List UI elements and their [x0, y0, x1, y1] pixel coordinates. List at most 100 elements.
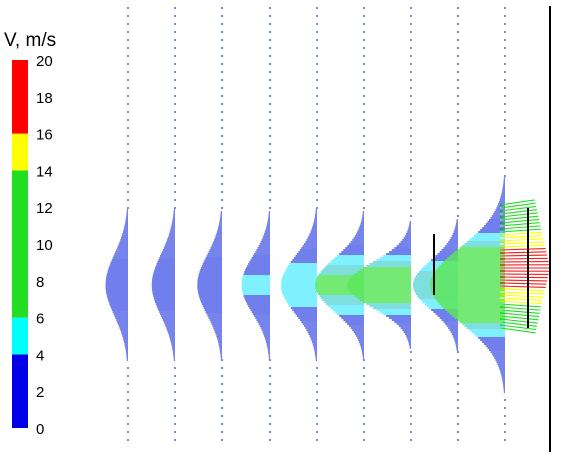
vector-dot	[127, 383, 129, 385]
vector-dot	[457, 359, 459, 361]
vector-arrow	[499, 321, 537, 327]
vector-arrow	[499, 303, 542, 308]
vector-dot	[127, 127, 129, 129]
vector-dot	[363, 391, 365, 393]
vector-dot	[410, 63, 412, 65]
vector-dot	[127, 55, 129, 57]
vector-dot	[221, 431, 223, 433]
vector-dot	[269, 415, 271, 417]
vector-dot	[174, 103, 176, 105]
vector-dot	[127, 199, 129, 201]
vector-dot	[504, 63, 506, 65]
vector-dot	[316, 367, 318, 369]
vector-dot	[363, 199, 365, 201]
vector-dot	[269, 79, 271, 81]
vector-dot	[504, 127, 506, 129]
vector-dot	[316, 383, 318, 385]
vector-dot	[457, 183, 459, 185]
vector-dot	[221, 127, 223, 129]
vector-dot	[363, 375, 365, 377]
vector-dot	[127, 111, 129, 113]
vector-dot	[504, 55, 506, 57]
vector-dot	[457, 7, 459, 9]
vector-dot	[457, 391, 459, 393]
vector-arrow	[499, 294, 544, 298]
vector-arrow	[499, 291, 545, 295]
vector-dot	[457, 351, 459, 353]
vector-arrow	[499, 202, 536, 209]
vector-dot	[269, 431, 271, 433]
vector-dot	[174, 431, 176, 433]
vector-dot	[174, 439, 176, 441]
vector-dot	[410, 367, 412, 369]
vector-dot	[457, 383, 459, 385]
vector-arrow	[499, 315, 539, 321]
vector-dot	[457, 423, 459, 425]
vector-dot	[269, 7, 271, 9]
vector-arrow	[499, 279, 548, 282]
vector-dot	[457, 119, 459, 121]
vector-dot	[504, 167, 506, 169]
vector-dot	[410, 55, 412, 57]
vector-dot	[269, 359, 271, 361]
vector-dot	[363, 191, 365, 193]
vector-dot	[174, 399, 176, 401]
vector-dot	[457, 127, 459, 129]
vector-arrow	[499, 306, 541, 311]
vector-dot	[410, 119, 412, 121]
vector-dot	[127, 23, 129, 25]
vector-arrow	[499, 212, 538, 218]
vector-dot	[127, 143, 129, 145]
profile-3	[197, 7, 223, 441]
vector-dot	[457, 439, 459, 441]
vector-dot	[316, 135, 318, 137]
vector-dot	[316, 167, 318, 169]
vector-dot	[363, 383, 365, 385]
colorbar-title: V, m/s	[4, 30, 56, 51]
vector-dot	[457, 167, 459, 169]
vector-dot	[410, 359, 412, 361]
vector-dot	[127, 191, 129, 193]
vector-dot	[316, 391, 318, 393]
vector-dot	[363, 111, 365, 113]
vector-dot	[221, 103, 223, 105]
vector-dot	[363, 31, 365, 33]
vector-dot	[410, 87, 412, 89]
vector-dot	[174, 367, 176, 369]
vector-dot	[363, 135, 365, 137]
vector-dot	[316, 63, 318, 65]
vector-dot	[457, 71, 459, 73]
vector-arrow	[499, 300, 543, 305]
vector-dot	[504, 47, 506, 49]
vector-dot	[363, 95, 365, 97]
vector-dot	[410, 199, 412, 201]
vector-dot	[269, 15, 271, 17]
vector-dot	[221, 207, 223, 209]
colorbar-band-2	[12, 170, 28, 318]
vector-dot	[174, 79, 176, 81]
vector-dot	[127, 391, 129, 393]
vector-arrow	[499, 235, 543, 239]
vector-dot	[457, 415, 459, 417]
vector-arrow	[499, 276, 548, 279]
vector-dot	[174, 95, 176, 97]
vector-dot	[127, 31, 129, 33]
vector-dot	[127, 167, 129, 169]
vector-dot	[174, 111, 176, 113]
vector-dot	[410, 215, 412, 217]
vector-dot	[221, 383, 223, 385]
vector-dot	[269, 111, 271, 113]
vector-dot	[174, 47, 176, 49]
vector-arrow	[499, 199, 535, 206]
vector-dot	[316, 143, 318, 145]
vector-dot	[269, 391, 271, 393]
vector-dot	[316, 119, 318, 121]
vector-dot	[316, 95, 318, 97]
vector-dot	[504, 15, 506, 17]
vector-dot	[316, 439, 318, 441]
vector-dot	[504, 439, 506, 441]
vector-dot	[363, 183, 365, 185]
vector-dot	[127, 159, 129, 161]
vector-dot	[127, 431, 129, 433]
vector-dot	[504, 423, 506, 425]
